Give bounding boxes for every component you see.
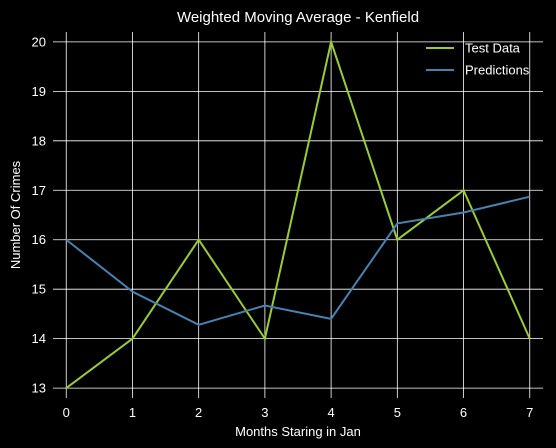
- x-tick-label: 2: [195, 405, 202, 420]
- series-lines: [65, 38, 531, 389]
- y-tick-label: 20: [32, 34, 46, 49]
- y-tick-label: 16: [32, 232, 46, 247]
- x-tick-label: 7: [526, 405, 533, 420]
- y-tick-label: 14: [32, 331, 46, 346]
- series-line-predictions: [65, 195, 530, 326]
- chart-title: Weighted Moving Average - Kenfield: [177, 9, 419, 26]
- x-tick-label: 4: [327, 405, 334, 420]
- legend-label: Test Data: [465, 41, 521, 56]
- x-tick-label: 0: [63, 405, 70, 420]
- y-axis-label: Number Of Crimes: [8, 160, 23, 269]
- series-line-test-data: [65, 38, 531, 389]
- y-tick-label: 13: [32, 381, 46, 396]
- x-axis-ticks: 0 1 2 3 4 5 6 7: [63, 405, 534, 420]
- y-tick-label: 17: [32, 183, 46, 198]
- x-tick-label: 6: [460, 405, 467, 420]
- legend: Test Data Predictions: [426, 41, 530, 78]
- y-tick-label: 19: [32, 84, 46, 99]
- x-axis-label: Months Staring in Jan: [235, 424, 361, 439]
- x-tick-label: 3: [261, 405, 268, 420]
- x-tick-label: 1: [129, 405, 136, 420]
- x-tick-label: 5: [394, 405, 401, 420]
- legend-label: Predictions: [465, 63, 530, 78]
- y-tick-label: 18: [32, 133, 46, 148]
- y-axis-ticks: 13 14 15 16 17 18 19 20: [32, 34, 46, 395]
- y-tick-label: 15: [32, 282, 46, 297]
